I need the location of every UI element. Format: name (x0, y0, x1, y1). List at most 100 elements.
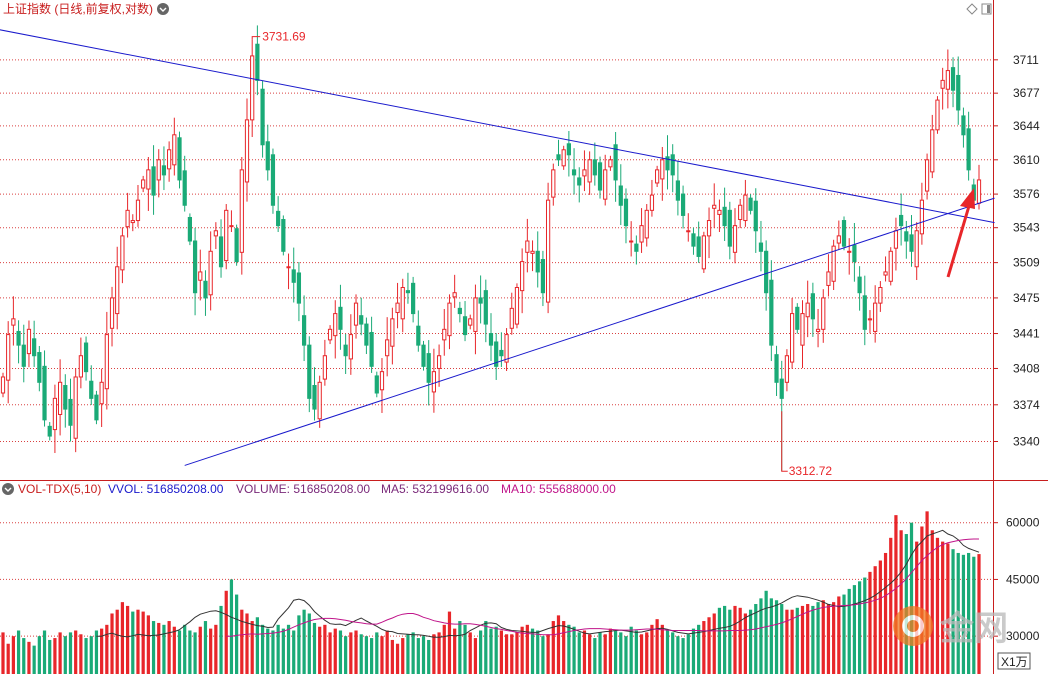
volume-bar-down (427, 639, 431, 674)
diamond-toggle-button[interactable] (966, 3, 978, 15)
candle-up (712, 204, 717, 209)
volume-bar-down (416, 638, 420, 674)
candle-down (405, 290, 411, 294)
volume-bar-up (136, 609, 140, 674)
volume-bar-down (338, 630, 343, 674)
volume-bar-up (125, 605, 130, 674)
volume-bar-down (484, 621, 488, 674)
volume-bar-up (167, 621, 171, 674)
volume-bar-up (930, 530, 934, 674)
volume-bar-down (686, 634, 690, 674)
title-dropdown-button[interactable] (157, 3, 169, 15)
volume-bar-up (74, 630, 78, 674)
volume-bar-down (411, 632, 415, 674)
volume-bar-up (442, 624, 446, 674)
candle-down (899, 214, 904, 227)
candle-up (104, 334, 109, 390)
volume-tick-label: 30000 (1006, 629, 1040, 643)
candle-up (784, 355, 790, 383)
candle-up (327, 328, 333, 341)
volume-bar-down (183, 624, 187, 674)
candle-up (52, 397, 58, 431)
trendline-group (0, 29, 995, 466)
panel-layout-icon (981, 3, 992, 15)
candle-up (930, 129, 935, 173)
volume-bar-down (48, 639, 52, 674)
diamond-icon (966, 3, 978, 15)
candle-down (810, 293, 815, 320)
volume-bar-up (790, 609, 794, 674)
low-annotation: 3312.72 (781, 411, 832, 478)
volume-bar-up (115, 609, 119, 674)
volume-menu-icon[interactable] (2, 483, 14, 495)
volume-bar-up (209, 628, 213, 674)
volume-bar-up (655, 619, 659, 674)
candle-down (83, 342, 89, 373)
candle-down (764, 250, 769, 294)
candle-up (789, 313, 795, 363)
candle-down (94, 394, 99, 421)
volume-bar-up (707, 617, 711, 674)
volume-bar-up (837, 596, 841, 674)
volume-indicator-label: VOL-TDX(5,10) (18, 482, 101, 496)
volume-bar-up (873, 566, 877, 674)
volume-bar-up (588, 634, 592, 674)
candle-up (883, 271, 888, 276)
candle-down (597, 162, 603, 191)
candle-up (821, 297, 826, 330)
candle-up (0, 376, 6, 394)
candle-down (748, 197, 753, 211)
candle-down (421, 344, 426, 367)
volume-bar-down (312, 622, 317, 674)
candle-down (613, 144, 618, 181)
volume-bar-up (738, 607, 742, 674)
candle-up (873, 302, 878, 332)
volume-bar-up (250, 621, 254, 674)
panel-layout-button[interactable] (981, 3, 992, 15)
volume-bar-down (271, 630, 275, 674)
volume-bar-up (224, 590, 228, 674)
volume-bar-down (816, 602, 820, 674)
volume-bar-up (920, 526, 924, 674)
volume-bar-up (380, 636, 384, 674)
volume-bar-up (878, 560, 882, 674)
volume-bar-down (177, 630, 182, 674)
volume-bar-down (307, 613, 311, 674)
candle-up (805, 302, 810, 318)
volume-bar-down (203, 621, 208, 674)
candle-up (732, 225, 738, 253)
price-tick-label: 3644 (1013, 119, 1040, 133)
candle-down (411, 282, 416, 315)
volume-bar-up (120, 602, 125, 674)
volume-bar-down (671, 632, 675, 674)
candle-down (670, 154, 675, 176)
candle-down (42, 365, 47, 421)
volume-bar-up (240, 609, 244, 674)
candle-down (577, 177, 582, 186)
volume-bar-down (967, 552, 971, 674)
volume-bar-down (572, 626, 576, 674)
volume-bar-down (842, 594, 846, 674)
candle-down (37, 352, 42, 383)
volume-bar-up (702, 621, 706, 674)
volume-bar-up (53, 638, 57, 674)
descending-trendline (0, 29, 995, 224)
ascending-trendline (184, 197, 995, 466)
candle-up (660, 159, 665, 180)
volume-bar-down (463, 624, 467, 674)
volume-bar-up (733, 605, 737, 674)
candle-down (696, 236, 701, 257)
arrow-shaft (946, 205, 971, 278)
volume-bar-down (951, 549, 955, 674)
volume-bar-down (780, 604, 784, 674)
candle-down (192, 240, 198, 294)
volume-bar-up (453, 628, 457, 674)
candle-up (847, 250, 852, 253)
candle-up (57, 381, 63, 415)
volume-bar-down (297, 615, 301, 674)
volume-bar-down (63, 636, 67, 674)
volume-label: VOLUME: 516850208.00 (236, 482, 370, 496)
candle-down (540, 259, 546, 294)
candle-down (961, 115, 966, 136)
candle-down (680, 193, 686, 216)
